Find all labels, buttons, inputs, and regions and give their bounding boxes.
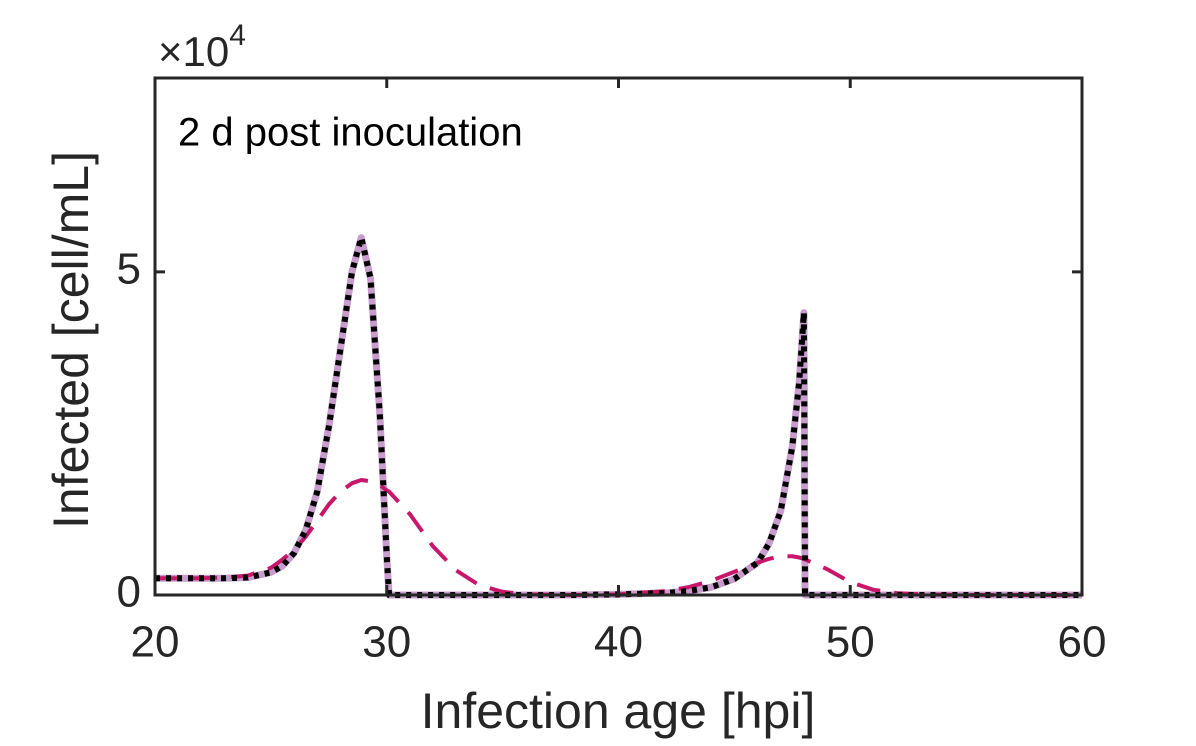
y-multiplier-power: 4 — [229, 19, 246, 52]
x-tick-label: 60 — [1058, 618, 1107, 667]
x-tick-label: 50 — [826, 618, 875, 667]
x-axis-label: Infection age [hpi] — [421, 683, 816, 739]
y-axis-label: Infected [cell/mL] — [43, 151, 99, 529]
plot-area — [155, 78, 1082, 595]
annotation: 2 d post inoculation — [178, 111, 523, 155]
y-multiplier: ×104 — [158, 19, 246, 75]
x-tick-label: 40 — [594, 618, 643, 667]
series-line — [155, 234, 1082, 598]
y-multiplier-base: ×10 — [158, 28, 229, 75]
x-tick-label: 30 — [362, 618, 411, 667]
y-tick-label: 0 — [117, 568, 141, 617]
x-tick-label: 20 — [131, 618, 180, 667]
y-tick-label: 5 — [117, 245, 141, 294]
